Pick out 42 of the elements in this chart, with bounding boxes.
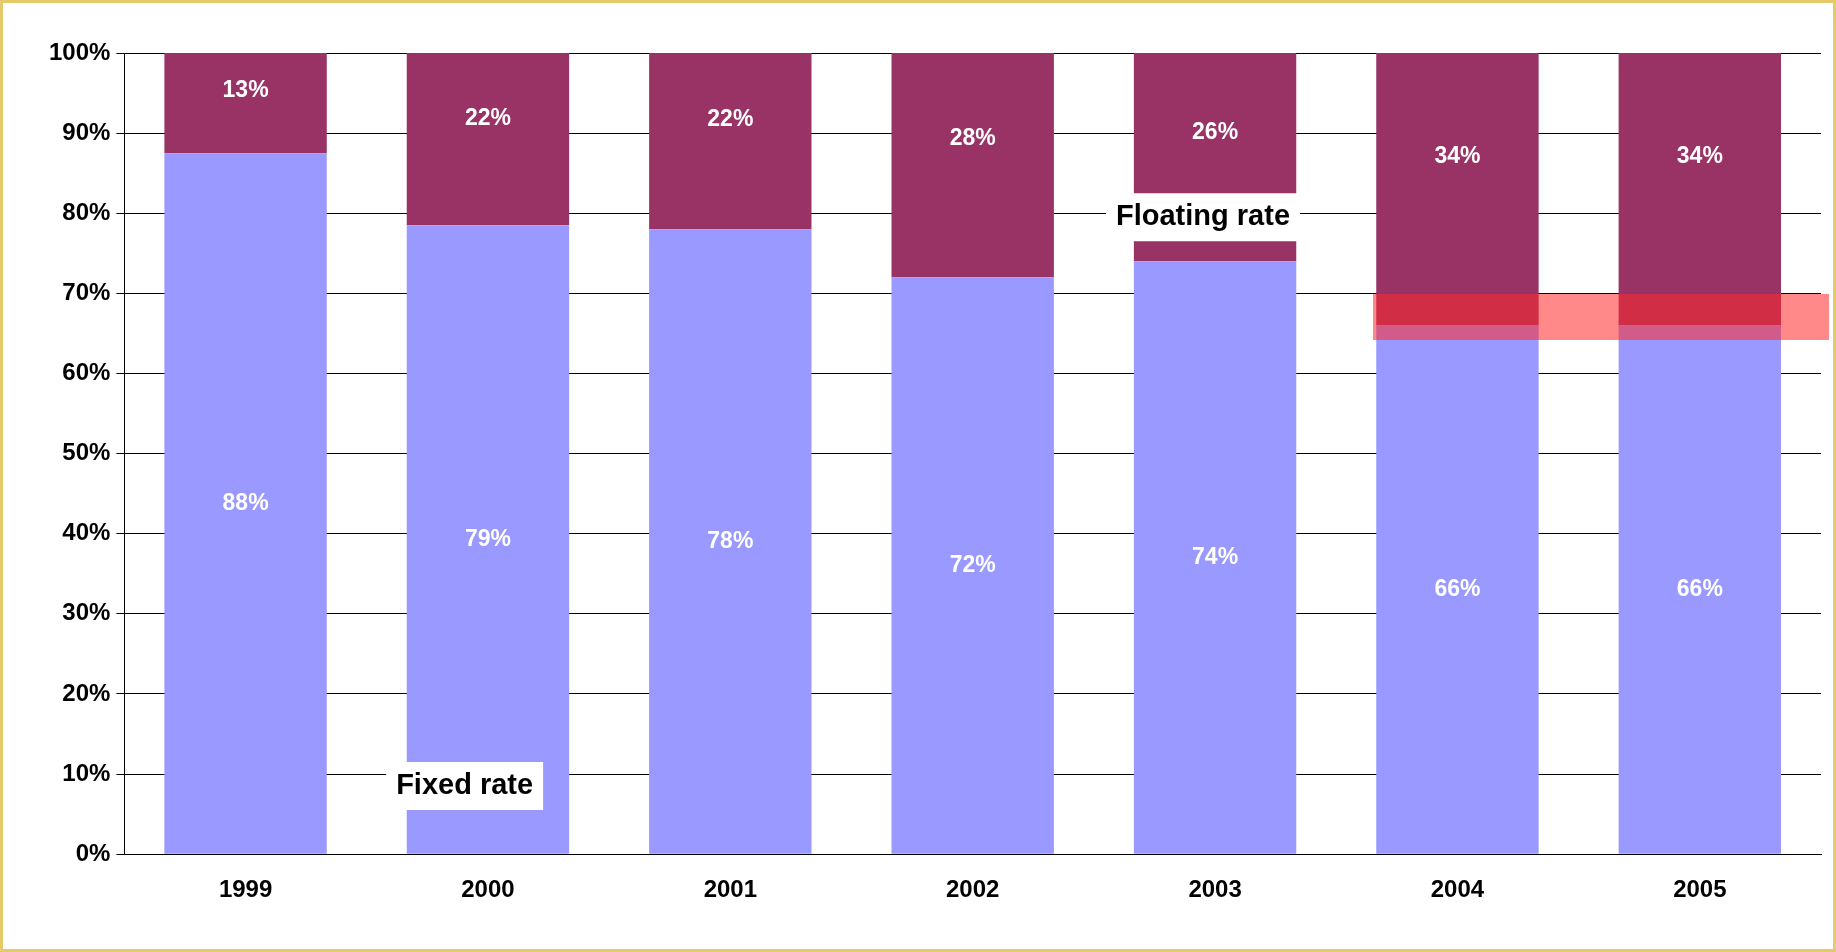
data-label: 74% — [1192, 542, 1239, 569]
data-label: 72% — [949, 550, 996, 577]
y-tick-label: 100% — [48, 37, 111, 65]
y-tick-label: 30% — [62, 598, 111, 626]
bar — [406, 53, 570, 226]
data-label: 66% — [1676, 574, 1723, 601]
bar — [649, 53, 812, 230]
data-label: 26% — [1192, 117, 1239, 144]
data-label: 22% — [707, 105, 754, 132]
series-label: Fixed rate — [396, 768, 534, 801]
y-tick-label: 20% — [62, 678, 111, 706]
data-label: 34% — [1434, 141, 1481, 168]
data-label: 28% — [949, 123, 996, 150]
y-tick-label: 80% — [62, 197, 111, 225]
y-tick-label: 10% — [62, 758, 111, 786]
x-tick-label: 2000 — [461, 875, 515, 903]
x-tick-label: 2001 — [703, 875, 758, 903]
series-label: Floating rate — [1116, 199, 1291, 232]
bar — [891, 277, 1054, 854]
data-label: 78% — [707, 526, 754, 553]
x-tick-label: 1999 — [218, 875, 273, 903]
bar — [164, 53, 327, 154]
data-label: 34% — [1676, 141, 1723, 168]
bar — [891, 53, 1054, 278]
y-tick-label: 90% — [62, 117, 111, 145]
y-tick-label: 70% — [62, 277, 111, 305]
bar — [1133, 261, 1297, 854]
x-tick-label: 2005 — [1673, 875, 1727, 903]
x-tick-label: 2004 — [1430, 875, 1485, 903]
x-tick-label: 2003 — [1188, 875, 1242, 903]
y-tick-label: 0% — [75, 838, 111, 866]
data-label: 79% — [464, 524, 511, 551]
x-tick-label: 2002 — [946, 875, 1000, 903]
bar — [649, 229, 812, 854]
y-tick-label: 40% — [62, 518, 111, 546]
bar — [164, 153, 327, 854]
y-tick-label: 60% — [62, 358, 111, 386]
data-label: 22% — [464, 103, 511, 130]
data-label: 13% — [222, 76, 269, 103]
data-label: 88% — [222, 488, 269, 515]
data-label: 66% — [1434, 574, 1481, 601]
y-tick-label: 50% — [62, 438, 111, 466]
